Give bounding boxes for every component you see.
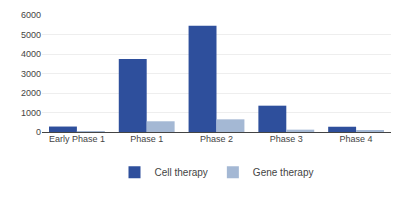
svg-text:2000: 2000 xyxy=(21,88,41,98)
svg-text:Phase 1: Phase 1 xyxy=(130,134,163,144)
svg-text:6000: 6000 xyxy=(21,10,41,20)
svg-text:Phase 4: Phase 4 xyxy=(340,134,373,144)
svg-text:3000: 3000 xyxy=(21,69,41,79)
svg-text:1000: 1000 xyxy=(21,108,41,118)
svg-text:Early Phase 1: Early Phase 1 xyxy=(49,134,105,144)
svg-text:0: 0 xyxy=(36,127,41,137)
svg-text:Cell therapy: Cell therapy xyxy=(155,167,208,178)
svg-text:Phase 2: Phase 2 xyxy=(200,134,233,144)
svg-text:4000: 4000 xyxy=(21,49,41,59)
svg-text:Phase 3: Phase 3 xyxy=(270,134,303,144)
svg-text:5000: 5000 xyxy=(21,30,41,40)
svg-text:Gene therapy: Gene therapy xyxy=(253,167,314,178)
